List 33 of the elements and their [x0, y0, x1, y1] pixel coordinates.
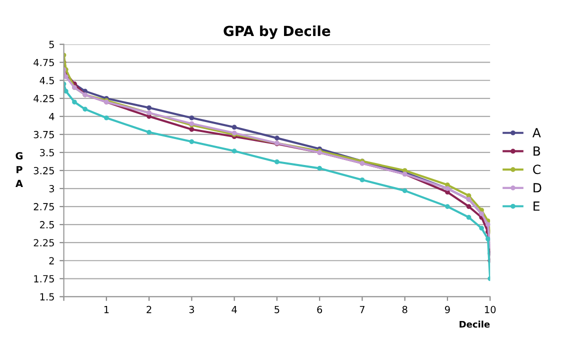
y-tick-label: 4.75 — [34, 58, 54, 66]
x-tick-label: 2 — [146, 306, 152, 314]
y-tick-label: 3.75 — [34, 130, 54, 138]
y-tick-label: 4 — [49, 113, 54, 120]
y-tick-label: 5 — [49, 40, 54, 48]
x-tick-label: 7 — [360, 306, 364, 314]
y-tick-label: 2 — [49, 257, 54, 264]
chart-title: GPA by Decile — [224, 25, 330, 39]
x-tick-label: 9 — [444, 306, 450, 314]
y-tick-label: 3 — [49, 185, 54, 192]
x-tick-label: 5 — [274, 306, 280, 314]
legend-label: C — [533, 164, 540, 174]
x-tick-label: 4 — [232, 306, 237, 314]
x-tick-label: 10 — [484, 306, 496, 314]
y-tick-label: 2.5 — [40, 221, 54, 228]
y-tick-label: 3.25 — [34, 166, 54, 174]
y-tick-label: 1.5 — [40, 293, 54, 300]
y-tick-label: 4.5 — [40, 76, 54, 84]
y-axis-title: GPA — [16, 152, 23, 188]
x-tick-label: 8 — [402, 306, 408, 314]
x-tick-label: 6 — [317, 306, 322, 314]
y-tick-label: 1.75 — [34, 275, 54, 282]
x-tick-label: 1 — [104, 306, 109, 314]
x-tick-label: 3 — [189, 306, 194, 314]
y-tick-label: 4.25 — [34, 94, 54, 102]
y-tick-label: 2.25 — [34, 239, 54, 246]
legend-label: A — [532, 128, 541, 138]
x-axis-title: Decile — [460, 320, 490, 328]
legend-label: D — [534, 183, 542, 192]
legend-label: B — [534, 146, 540, 156]
y-tick-label: 2.75 — [34, 203, 54, 210]
y-tick-label: 3.5 — [40, 148, 54, 156]
legend-label: E — [534, 202, 540, 211]
